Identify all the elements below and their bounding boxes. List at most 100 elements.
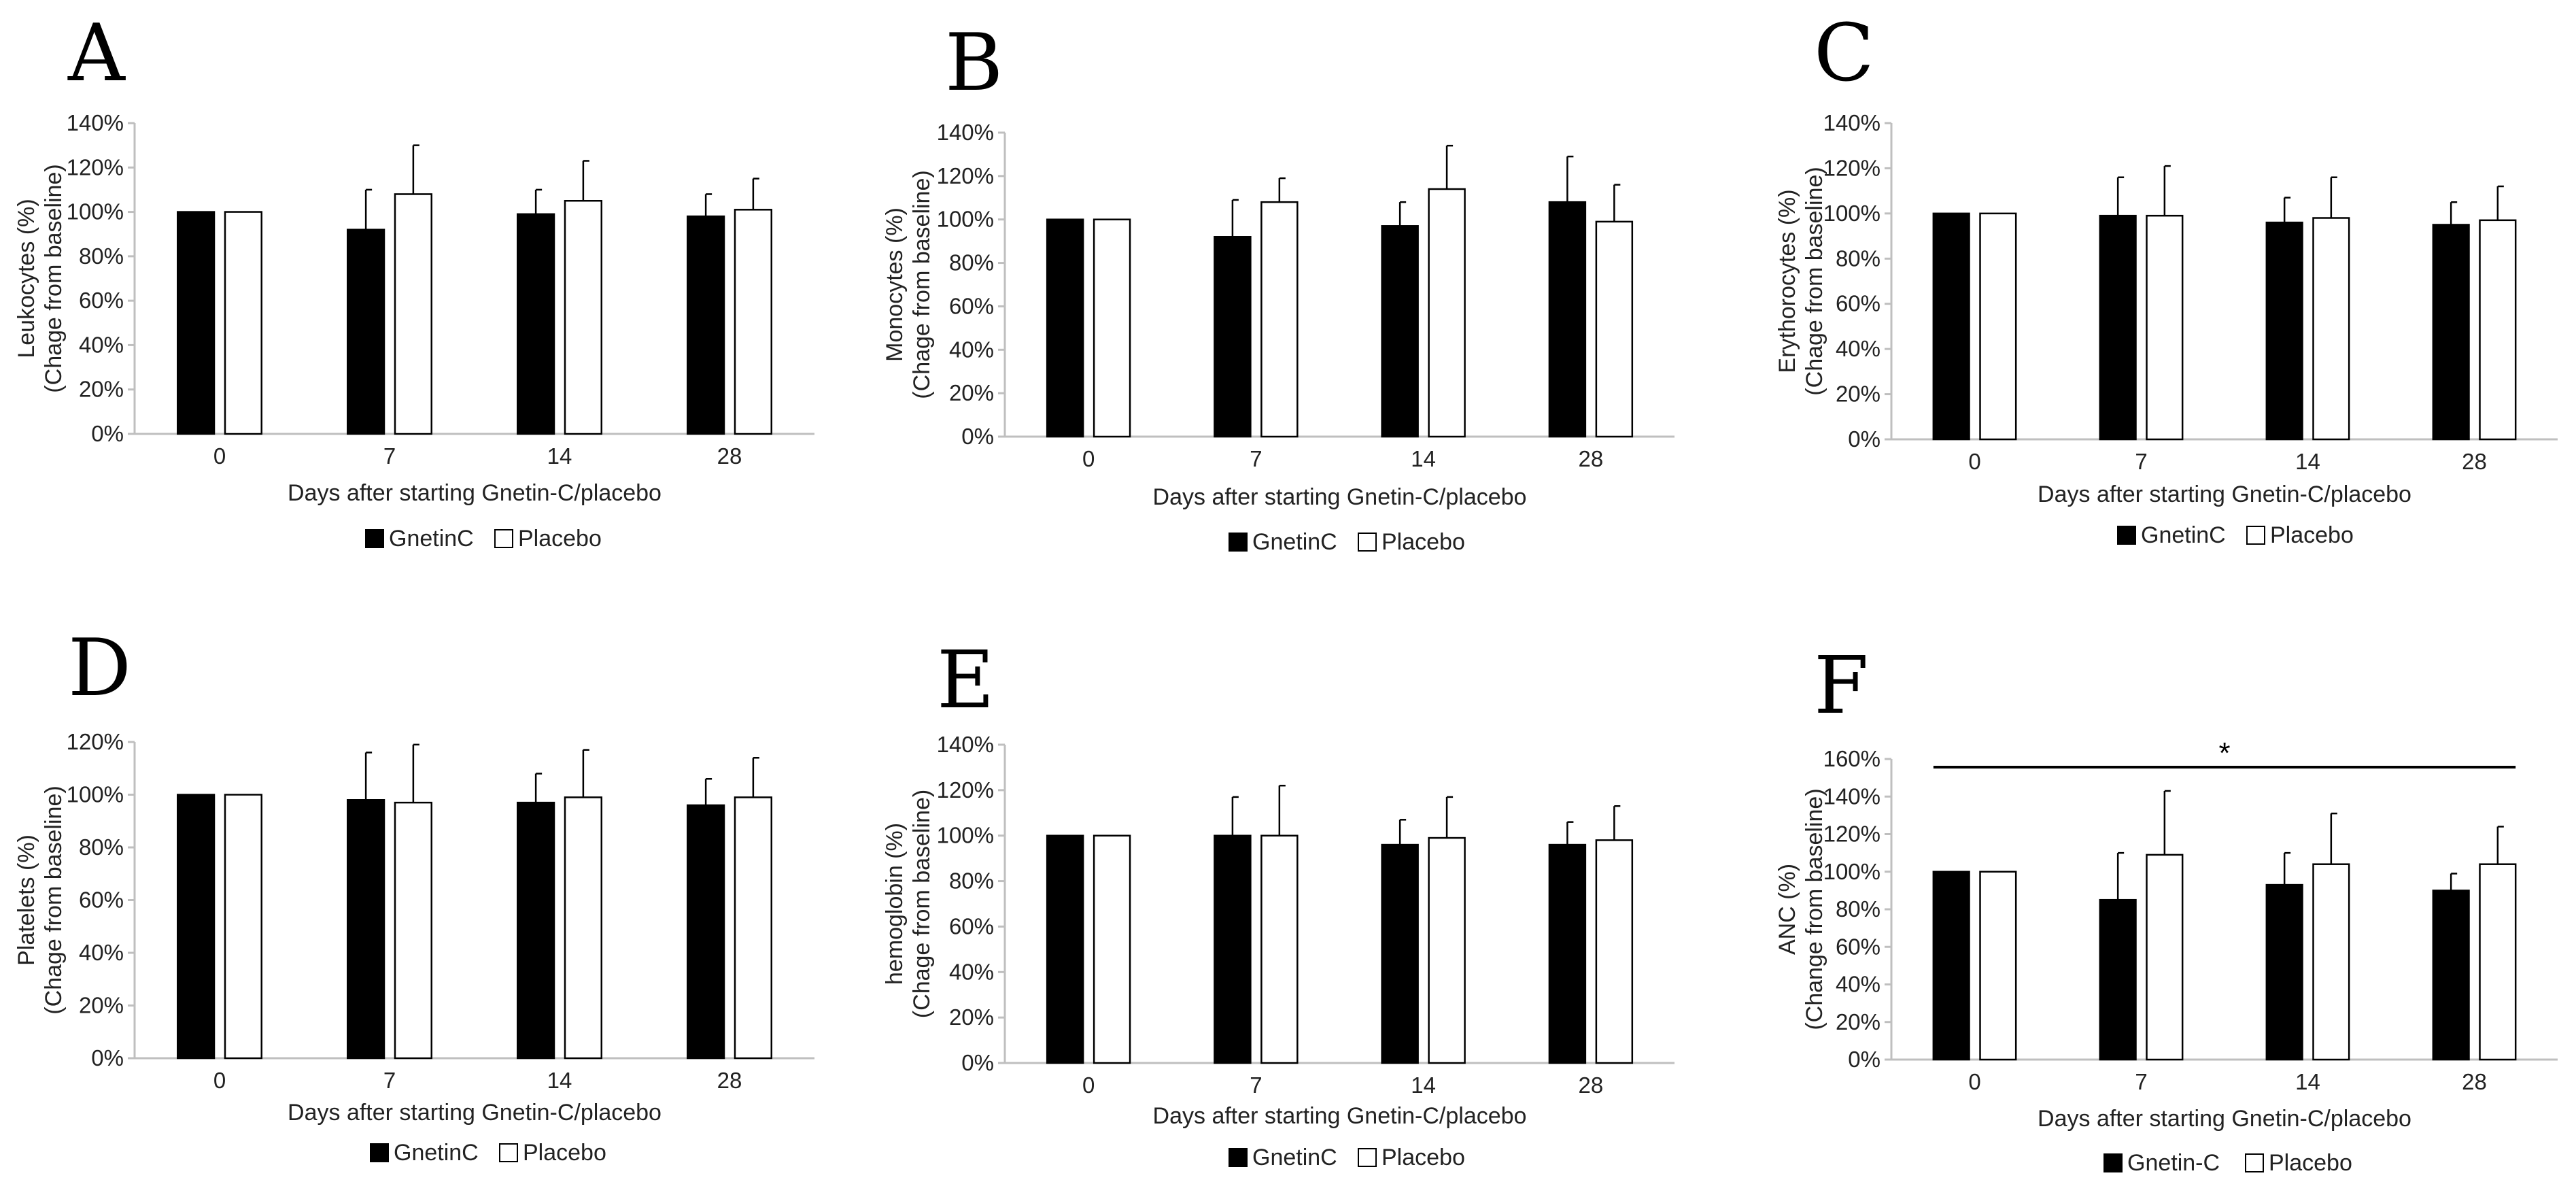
bar-placebo-day-14 [1428, 188, 1466, 438]
legend-label-placebo: Placebo [518, 526, 602, 552]
chart-panel-a: A 0% 20% 40% 60% 80% 100% 120% 140% 0 7 14 28 Days af… [14, 7, 814, 552]
y-tick-label: 40% [79, 332, 124, 357]
y-tick-label: 0% [91, 421, 124, 446]
y-tick-label: 140% [937, 120, 994, 145]
y-tick-label: 140% [67, 110, 124, 135]
y-tick-label: 20% [79, 993, 124, 1018]
y-tick-label: 120% [937, 777, 994, 803]
x-tick-label: 14 [2295, 1069, 2320, 1094]
panel-letter: D [68, 622, 131, 714]
y-axis-title-line1: Leukocytes (%) [14, 199, 39, 358]
bar-placebo-day-28 [2479, 219, 2517, 441]
x-axis-title: Days after starting Gnetin-C/placebo [2038, 482, 2411, 507]
legend: GnetinC Placebo [1229, 1145, 1465, 1170]
y-axis-title-line2: (Chage from baseline) [41, 164, 67, 392]
bar-placebo-day-0 [1093, 834, 1131, 1064]
bar-placebo-day-14 [1428, 837, 1466, 1064]
legend-label-gnetin-c: Gnetin-C [2127, 1150, 2220, 1176]
bar-placebo-day-14 [2312, 863, 2350, 1061]
y-axis-title-line1: Erythorocytes (%) [1774, 189, 1800, 373]
x-tick-label: 0 [1968, 1069, 1980, 1094]
legend-swatch-gnetinc [365, 529, 384, 548]
bar-placebo-day-14 [2312, 217, 2350, 441]
y-tick-label: 100% [67, 199, 124, 224]
y-axis-title-line2: (Chage from baseline) [909, 170, 935, 399]
legend-swatch-gnetin-c [2103, 1153, 2123, 1172]
bar-gnetinc-day-14 [517, 213, 555, 435]
legend-label-placebo: Placebo [1381, 529, 1465, 555]
x-tick-label: 7 [2135, 449, 2147, 474]
bar-placebo-day-28 [734, 796, 772, 1060]
y-tick-label: 120% [937, 163, 994, 188]
bar-gnetinc-day-28 [2432, 224, 2470, 441]
y-tick-label: 0% [1848, 1047, 1881, 1072]
panel-letter: E [937, 635, 995, 726]
y-tick-label: 120% [67, 729, 124, 754]
legend-label-placebo: Placebo [523, 1140, 606, 1166]
y-tick-label: 0% [1848, 426, 1881, 452]
y-tick-label: 60% [79, 888, 124, 913]
bar-placebo-day-7 [1260, 201, 1299, 438]
bar-gnetinc-day-28 [1548, 201, 1587, 438]
x-tick-label: 0 [1082, 1073, 1095, 1098]
y-axis-title: Leukocytes (%)(Chage from baseline) [14, 164, 67, 392]
panel-letter: B [945, 17, 1003, 109]
y-tick-label: 160% [1823, 746, 1881, 771]
bar-gnetin-c-day-0 [1932, 871, 1970, 1061]
legend-label-gnetinc: GnetinC [394, 1140, 479, 1166]
y-axis-title-line1: ANC (%) [1774, 864, 1800, 955]
legend-swatch-gnetinc [1229, 533, 1248, 552]
y-axis-title-line2: (Change from baseline) [1802, 788, 1827, 1030]
bar-gnetinc-day-7 [347, 799, 385, 1060]
legend: Gnetin-C Placebo [2103, 1150, 2352, 1176]
y-tick-label: 20% [79, 377, 124, 402]
y-tick-label: 80% [949, 868, 994, 894]
bar-placebo-day-7 [1260, 834, 1299, 1064]
y-tick-label: 140% [937, 732, 994, 757]
x-tick-label: 7 [1250, 446, 1262, 471]
y-tick-label: 40% [1836, 972, 1881, 997]
bar-placebo-day-28 [1595, 839, 1634, 1064]
y-tick-label: 60% [1836, 291, 1881, 316]
bar-gnetinc-day-0 [1932, 212, 1970, 441]
legend: GnetinC Placebo [365, 526, 602, 552]
x-tick-label: 28 [1579, 446, 1604, 471]
legend-label-placebo: Placebo [2269, 1150, 2352, 1176]
legend-swatch-gnetinc [370, 1143, 389, 1162]
legend-swatch-gnetinc [1229, 1148, 1248, 1167]
bar-placebo-day-28 [1595, 220, 1634, 438]
bar-gnetinc-day-28 [1548, 843, 1587, 1064]
legend-swatch-placebo [494, 529, 513, 548]
bar-gnetin-c-day-7 [2099, 898, 2137, 1061]
bar-placebo-day-0 [224, 794, 262, 1060]
y-tick-label: 120% [1823, 155, 1881, 180]
y-axis-title: Erythorocytes (%)(Chage from baseline) [1774, 167, 1827, 395]
bar-gnetinc-day-28 [687, 215, 725, 435]
bar-gnetinc-day-14 [1381, 843, 1419, 1064]
y-axis-title: Monocytes (%)(Chage from baseline) [882, 170, 935, 399]
bar-placebo-day-0 [1979, 212, 2017, 441]
x-tick-label: 0 [1082, 446, 1095, 471]
y-tick-label: 100% [937, 207, 994, 232]
y-axis-title-line2: (Chage from baseline) [41, 786, 67, 1014]
legend: GnetinC Placebo [2117, 522, 2354, 548]
y-tick-label: 100% [67, 782, 124, 807]
y-tick-label: 20% [1836, 382, 1881, 407]
bar-placebo-day-14 [564, 200, 602, 435]
x-tick-label: 7 [2135, 1069, 2147, 1094]
y-tick-label: 100% [1823, 859, 1881, 884]
legend-swatch-placebo [499, 1143, 518, 1162]
bar-gnetinc-day-14 [1381, 225, 1419, 438]
bar-gnetinc-day-7 [1214, 236, 1252, 438]
y-tick-label: 20% [1836, 1009, 1881, 1034]
x-tick-label: 28 [2462, 449, 2487, 474]
y-axis-title: hemoglobin (%)(Chage from baseline) [882, 790, 935, 1018]
bar-gnetinc-day-14 [517, 801, 555, 1060]
bar-placebo-day-28 [734, 209, 772, 435]
bar-gnetinc-day-7 [2099, 214, 2137, 441]
bar-placebo-day-7 [394, 193, 432, 435]
bar-gnetinc-day-28 [687, 804, 725, 1060]
panel-letter: F [1814, 640, 1869, 732]
y-tick-label: 60% [949, 913, 994, 939]
bar-placebo-day-0 [224, 211, 262, 435]
